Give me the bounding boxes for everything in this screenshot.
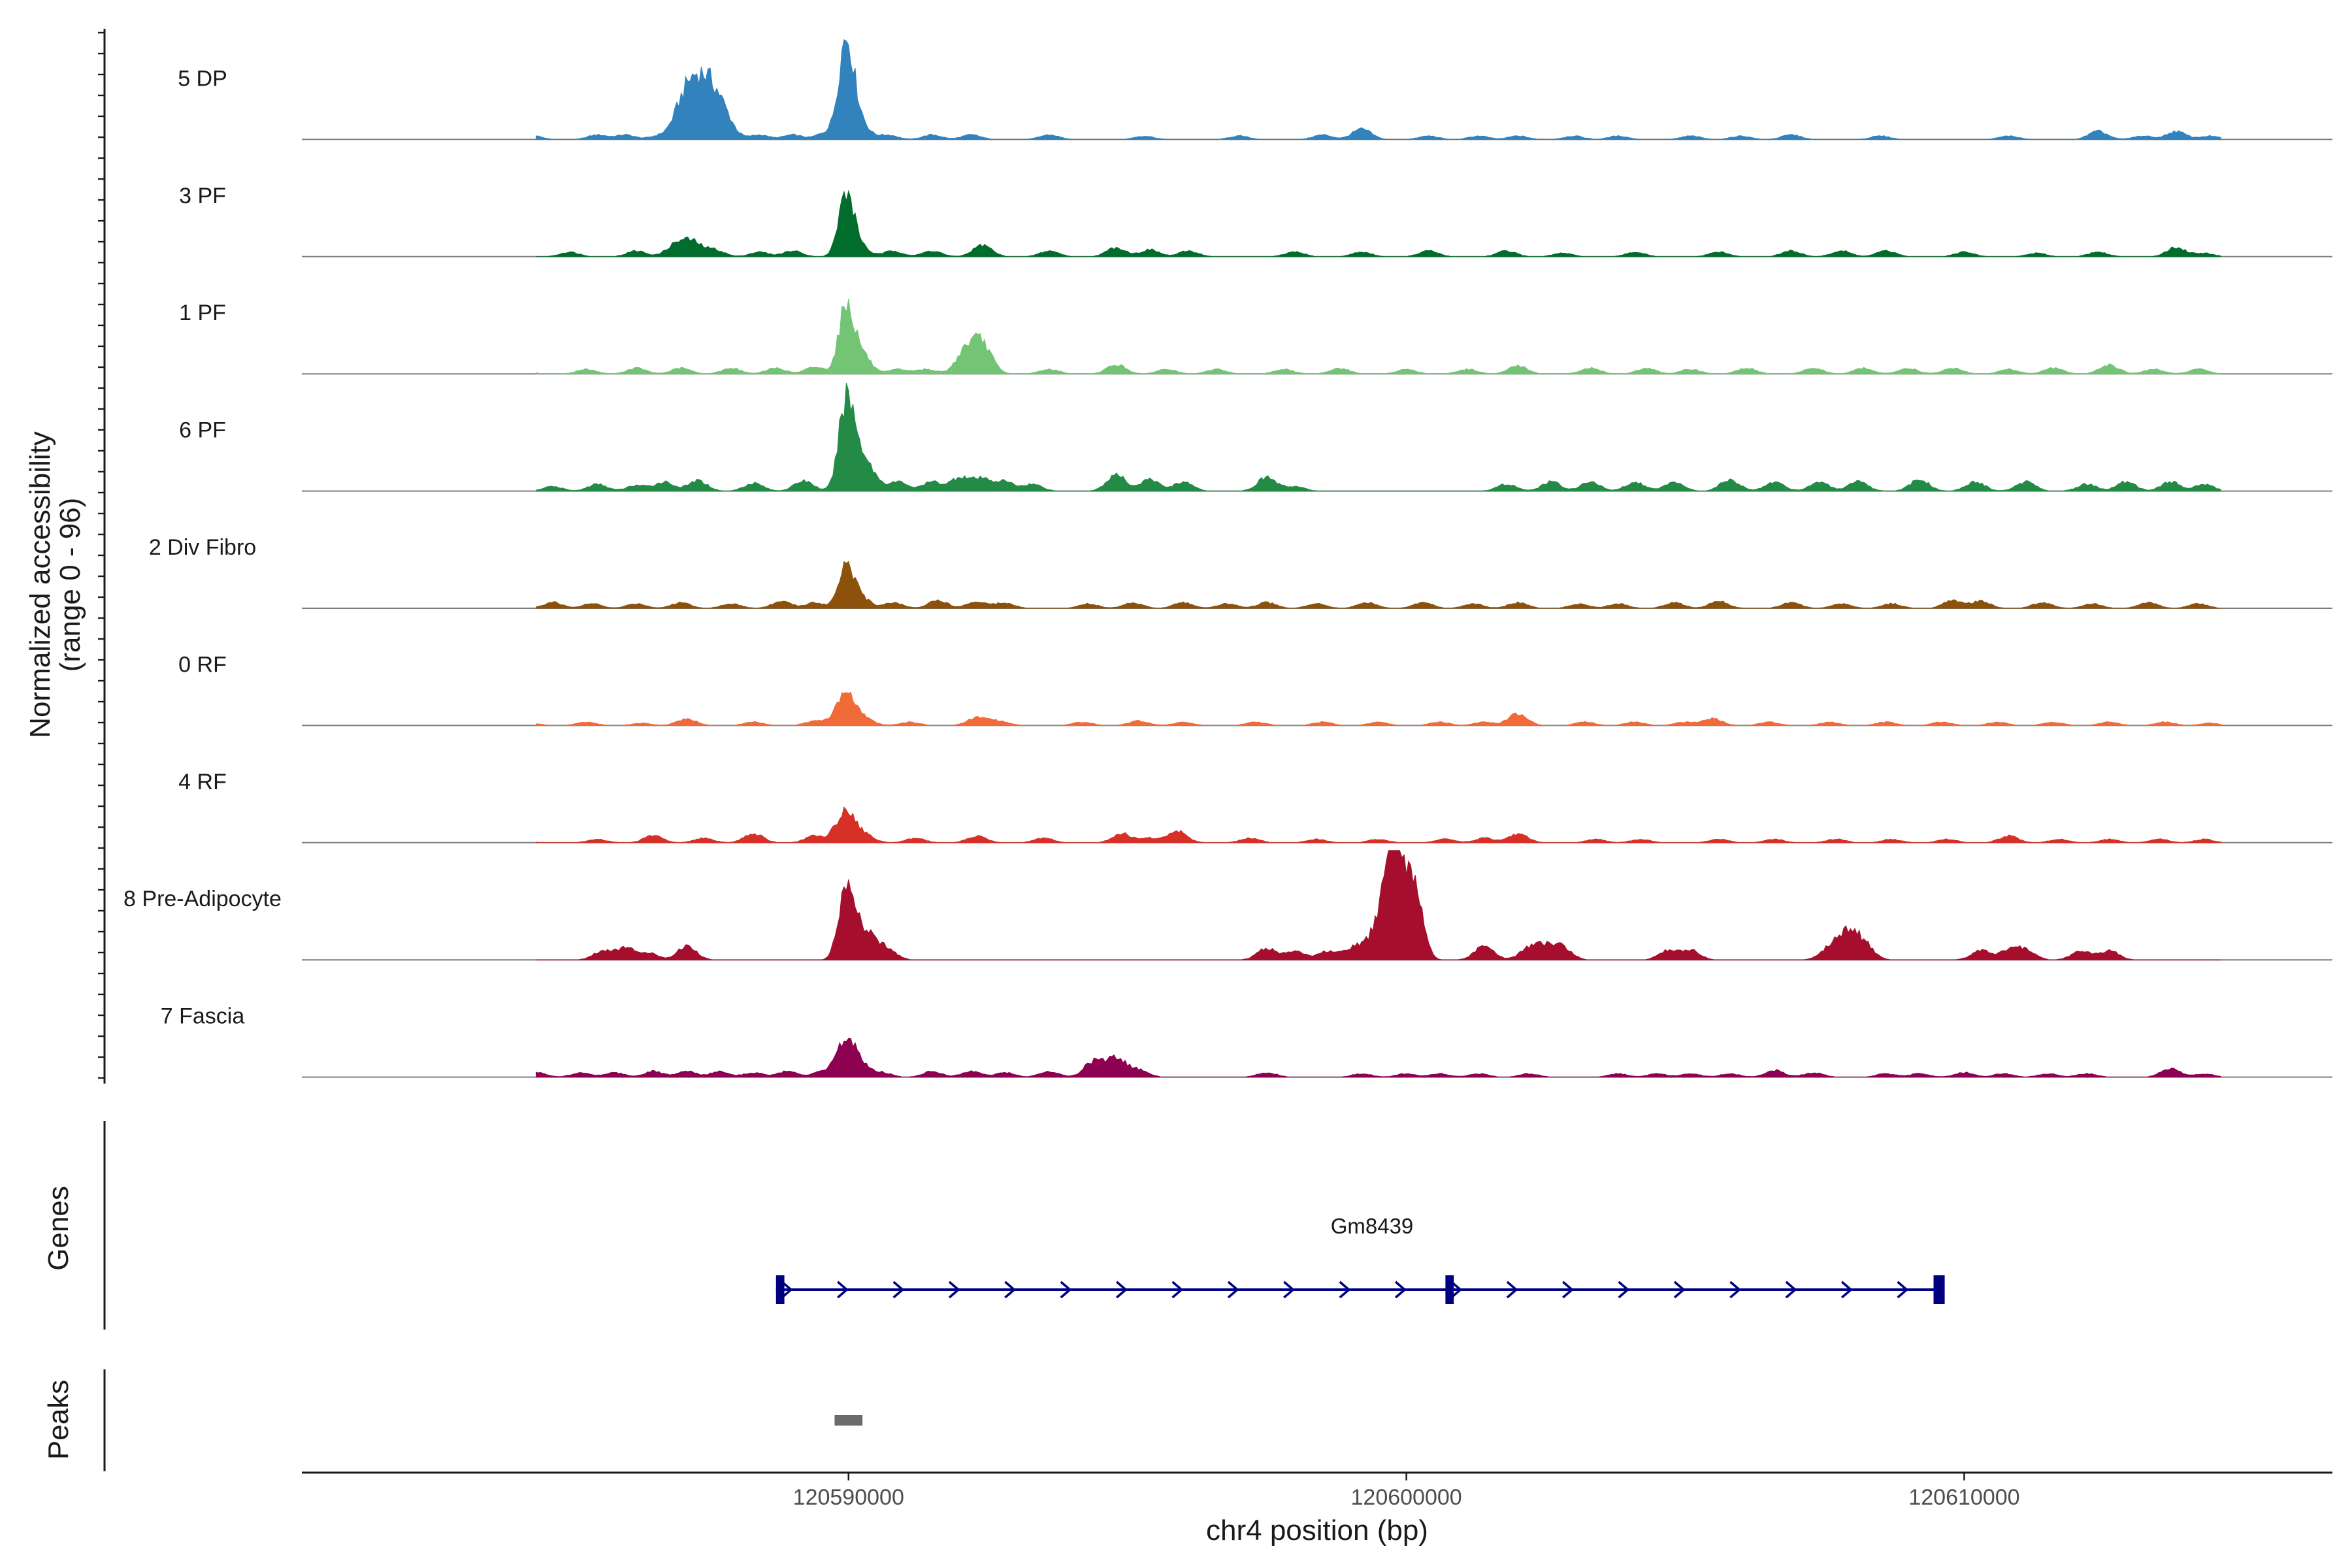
strand-arrow xyxy=(1339,1281,1351,1299)
coverage-area-5-dp xyxy=(536,39,2221,140)
strand-arrow xyxy=(1785,1281,1797,1299)
peak-region xyxy=(834,1415,863,1426)
peaks-track xyxy=(103,1369,863,1471)
x-tick-label: 120600000 xyxy=(1351,1485,1462,1510)
strand-arrow xyxy=(1562,1281,1574,1299)
strand-arrow xyxy=(1004,1281,1017,1299)
x-axis: 120590000 120600000 120610000 xyxy=(302,1471,2332,1510)
coverage-area-7-fascia xyxy=(536,1037,2221,1078)
track-label: 7 Fascia xyxy=(161,1004,245,1029)
track-label: 0 RF xyxy=(178,652,227,677)
track-label: 1 PF xyxy=(179,301,226,325)
strand-arrow xyxy=(781,1281,793,1299)
y-axis-title-line1: Normalized accessibility xyxy=(24,431,56,738)
x-tick-label: 120590000 xyxy=(793,1485,904,1510)
strand-arrow xyxy=(1673,1281,1686,1299)
x-tick-label: 120610000 xyxy=(1908,1485,2019,1510)
strand-arrow xyxy=(837,1281,849,1299)
strand-arrow xyxy=(892,1281,905,1299)
track-label: 6 PF xyxy=(179,418,226,443)
gene-name-label: Gm8439 xyxy=(1331,1214,1414,1238)
track-label: 5 DP xyxy=(178,66,227,91)
y-axis-title-line2: (range 0 - 96) xyxy=(54,498,86,672)
coverage-area-4-rf xyxy=(536,806,2221,843)
strand-arrow xyxy=(1283,1281,1295,1299)
gene-exon xyxy=(1933,1275,1945,1304)
gene-annotation-track xyxy=(103,1121,1945,1330)
strand-arrow xyxy=(1116,1281,1128,1299)
genes-panel-title: Genes xyxy=(42,1186,74,1271)
coverage-tracks: 5 DP 3 PF 1 PF 6 PF 2 Div Fibro 0 RF 4 RF 8 Pre… xyxy=(98,29,2332,1084)
coverage-area-6-pf xyxy=(536,383,2221,492)
coverage-area-8-pre-adipocyte xyxy=(536,850,2221,960)
track-label: 2 Div Fibro xyxy=(149,535,256,560)
track-label: 4 RF xyxy=(178,770,227,794)
strand-arrow xyxy=(1394,1281,1407,1299)
strand-arrow xyxy=(948,1281,960,1299)
peaks-panel-title: Peaks xyxy=(42,1380,74,1460)
strand-arrow xyxy=(1841,1281,1853,1299)
strand-arrow xyxy=(1171,1281,1184,1299)
strand-arrow xyxy=(1618,1281,1630,1299)
track-label: 8 Pre-Adipocyte xyxy=(123,887,282,911)
strand-arrow xyxy=(1227,1281,1239,1299)
coverage-area-3-pf xyxy=(536,189,2221,257)
coverage-area-0-rf xyxy=(536,691,2221,726)
track-label: 3 PF xyxy=(179,184,226,208)
coverage-area-1-pf xyxy=(536,299,2221,374)
strand-arrow xyxy=(1506,1281,1518,1299)
coverage-area-2-div-fibro xyxy=(536,561,2221,609)
strand-arrow xyxy=(1897,1281,1909,1299)
strand-arrow xyxy=(1450,1281,1463,1299)
gene-exon xyxy=(1445,1275,1454,1304)
gene-exon xyxy=(776,1275,785,1304)
strand-arrow xyxy=(1060,1281,1072,1299)
strand-arrow xyxy=(1729,1281,1742,1299)
x-axis-title: chr4 position (bp) xyxy=(1206,1514,1428,1546)
